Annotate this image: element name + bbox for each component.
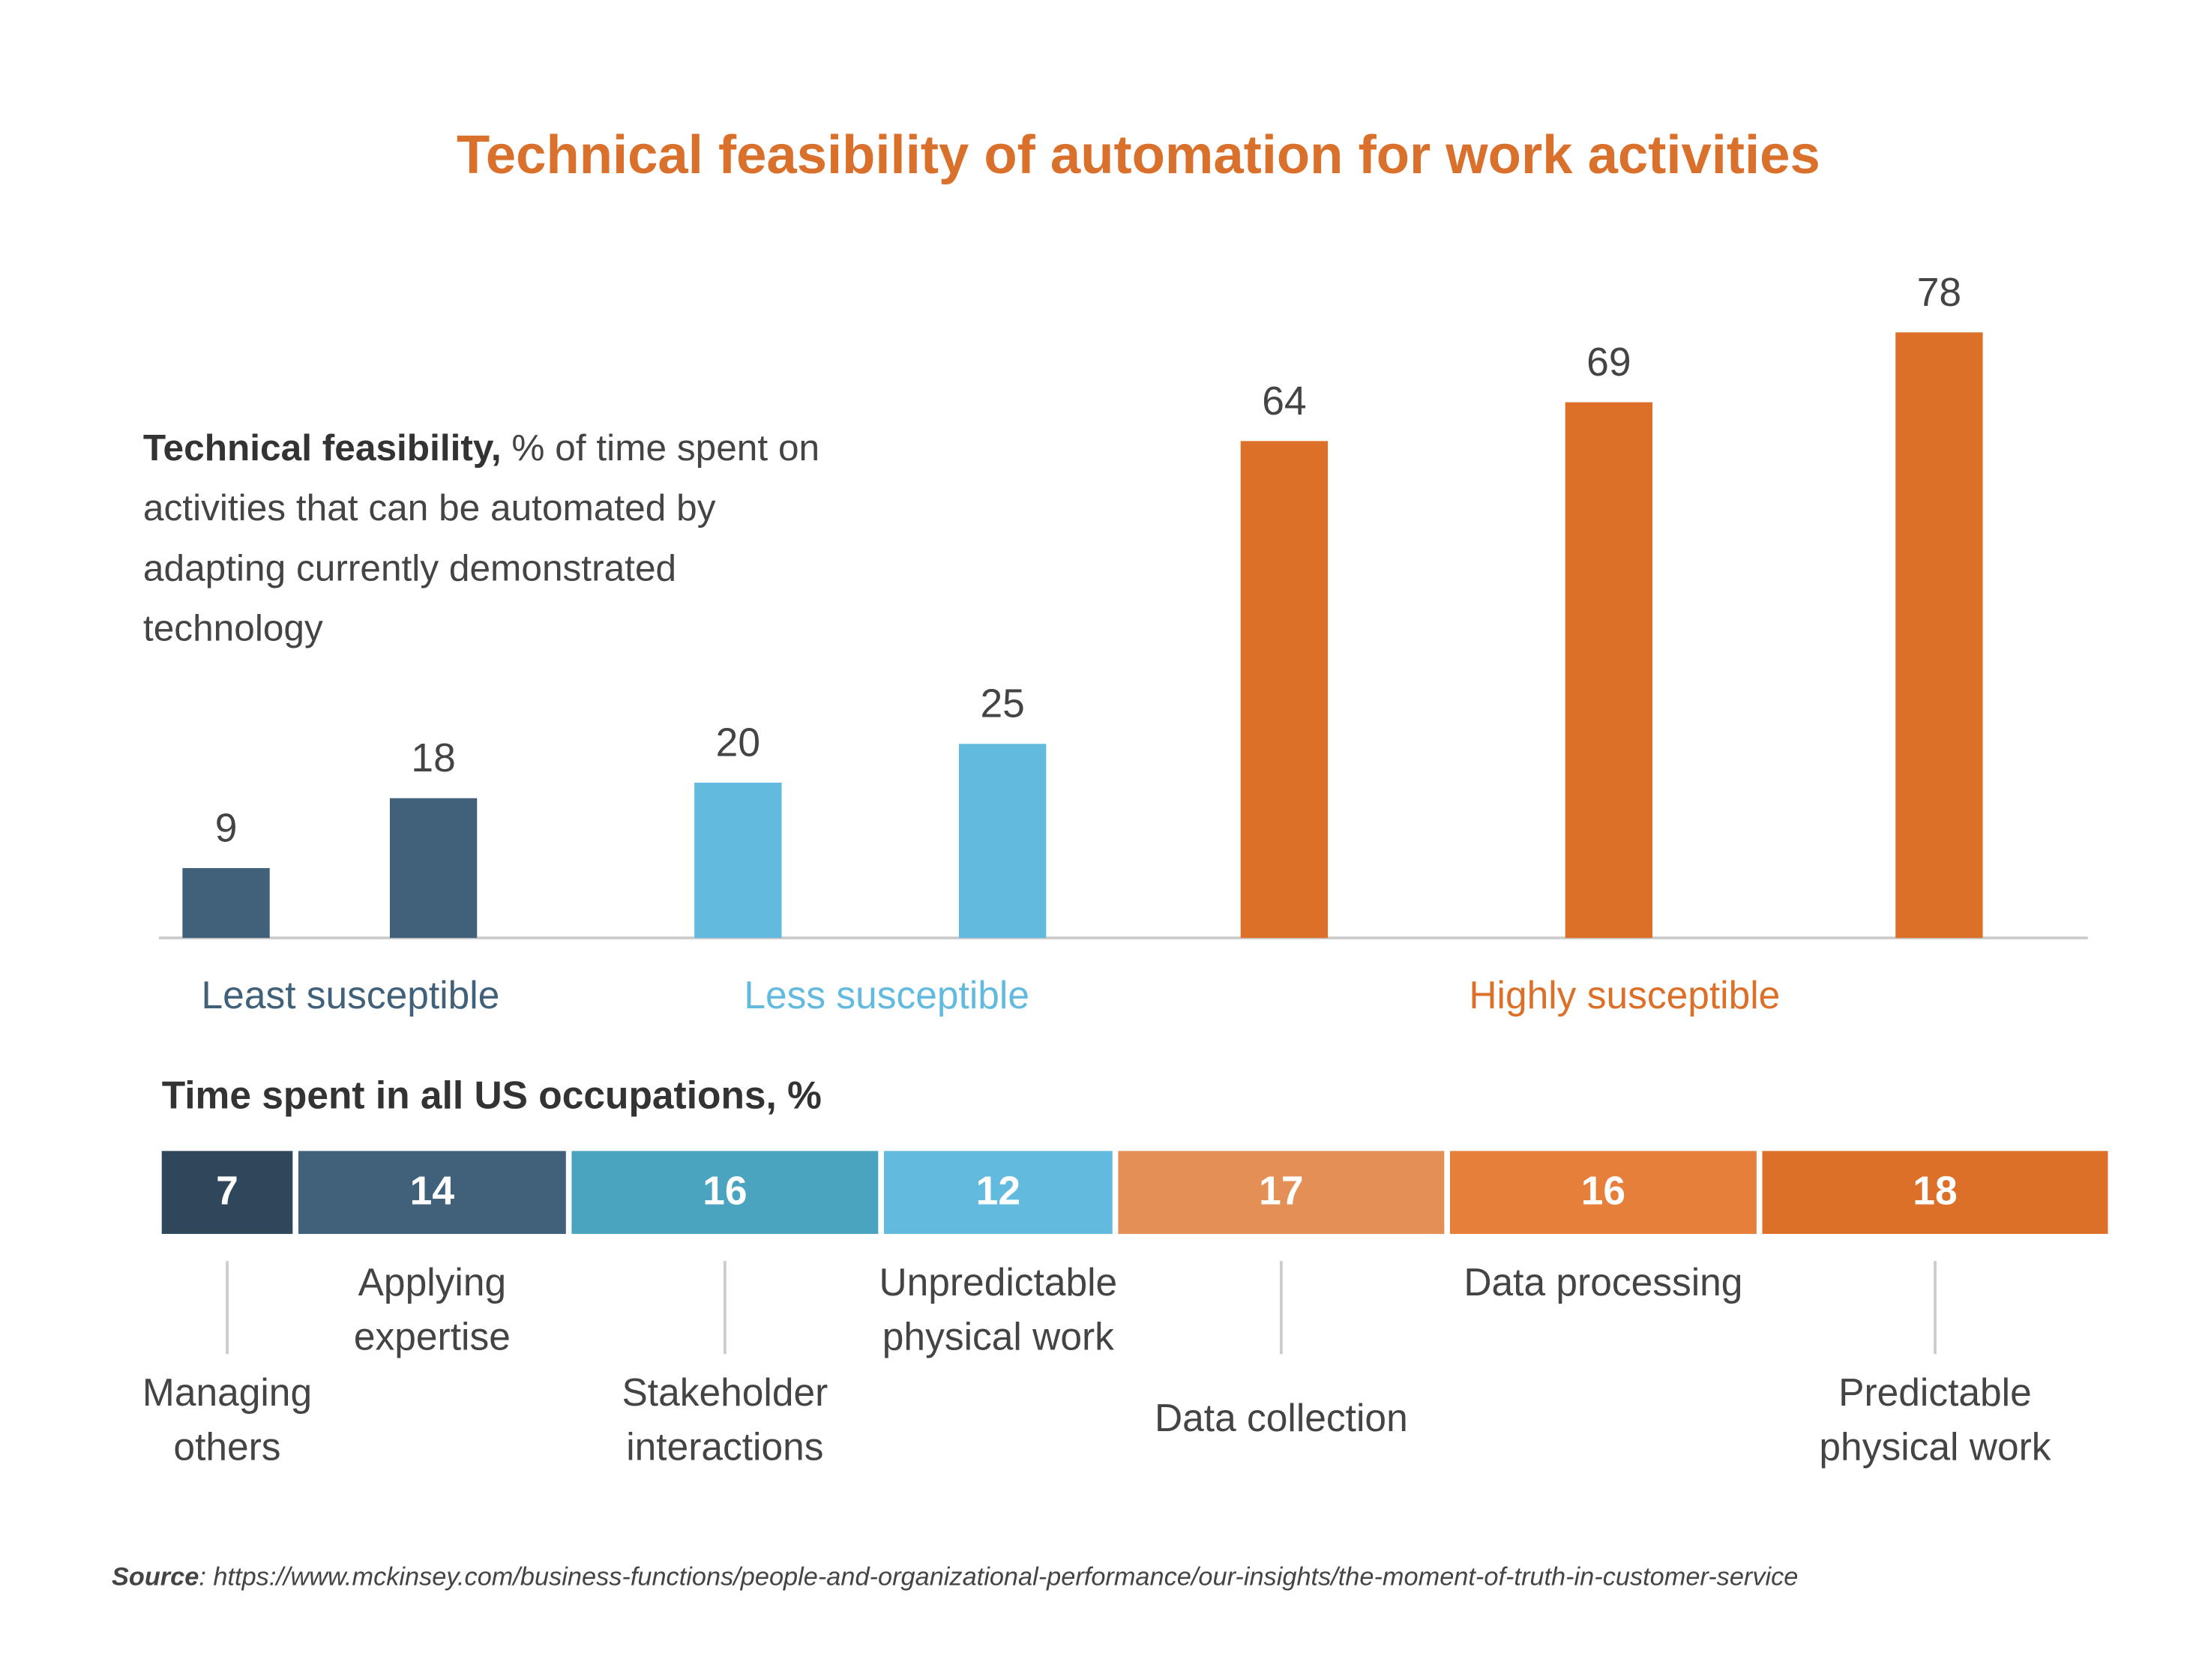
category-label: Stakeholder interactions <box>622 1371 828 1469</box>
value-label: 64 <box>1262 379 1306 424</box>
bar <box>182 867 270 939</box>
category-label: Unpredictable physical work <box>879 1261 1118 1358</box>
segment <box>161 1151 293 1234</box>
category-label-box: Unpredictable physical work <box>879 1261 1118 1358</box>
source: Source: https://www.mckinsey.com/busines… <box>112 1563 1798 1592</box>
value-label: 25 <box>980 682 1024 726</box>
value-label: 18 <box>411 736 455 780</box>
bar <box>389 798 478 939</box>
category-label-box: Applying expertise <box>353 1261 511 1358</box>
value-label: 9 <box>215 806 238 850</box>
segment-label: 18 <box>1913 1169 1957 1214</box>
annotation-box: Technical feasibility, % of time spent o… <box>143 418 858 657</box>
category-label: Predictable physical work <box>1819 1371 2051 1469</box>
bar <box>694 783 782 939</box>
segment-label: 12 <box>976 1169 1020 1214</box>
segment-label: 7 <box>216 1169 238 1214</box>
category-label-box: Stakeholder interactions <box>622 1371 828 1469</box>
legend-label: Highly susceptible <box>1469 973 1780 1017</box>
segment <box>1118 1151 1445 1234</box>
legend-label: Less susceptible <box>744 973 1029 1017</box>
bar <box>1565 402 1653 939</box>
annotation: Technical feasibility, % of time spent o… <box>143 418 858 657</box>
segment <box>883 1151 1113 1234</box>
bar <box>1240 441 1329 939</box>
category-label: Data processing <box>1464 1261 1743 1304</box>
source-label: Source <box>112 1563 199 1592</box>
source-text: : https://www.mckinsey.com/business-func… <box>199 1563 1798 1592</box>
legend-label: Least susceptible <box>202 973 500 1017</box>
bar <box>959 744 1047 939</box>
segment-label: 17 <box>1259 1169 1303 1214</box>
segment-label: 16 <box>703 1169 747 1214</box>
category-label-box: Data processing <box>1464 1261 1743 1304</box>
value-label: 69 <box>1586 340 1631 385</box>
category-label-box: Data collection <box>1154 1397 1408 1440</box>
annotation-text: % of time spent on activities that can b… <box>142 426 820 649</box>
segment <box>1449 1151 1757 1234</box>
bar <box>1895 332 1983 939</box>
segment <box>1762 1151 2108 1234</box>
category-label-box: Predictable physical work <box>1819 1371 2051 1469</box>
category-label: Data collection <box>1154 1397 1408 1440</box>
category-label-box: Managing others <box>142 1371 313 1469</box>
segment-label: 16 <box>1581 1169 1625 1214</box>
segment <box>298 1151 566 1234</box>
value-label: 78 <box>1917 271 1961 315</box>
segment <box>571 1151 879 1234</box>
chart-title: Technical feasibility of automation for … <box>457 124 1820 185</box>
category-label: Applying expertise <box>353 1261 511 1358</box>
segment-label: 14 <box>410 1169 455 1214</box>
stack-title: Time spent in all US occupations, % <box>162 1073 822 1116</box>
category-label: Managing others <box>142 1371 313 1469</box>
annotation-bold: Technical feasibility, <box>142 426 502 469</box>
value-label: 20 <box>716 721 760 765</box>
